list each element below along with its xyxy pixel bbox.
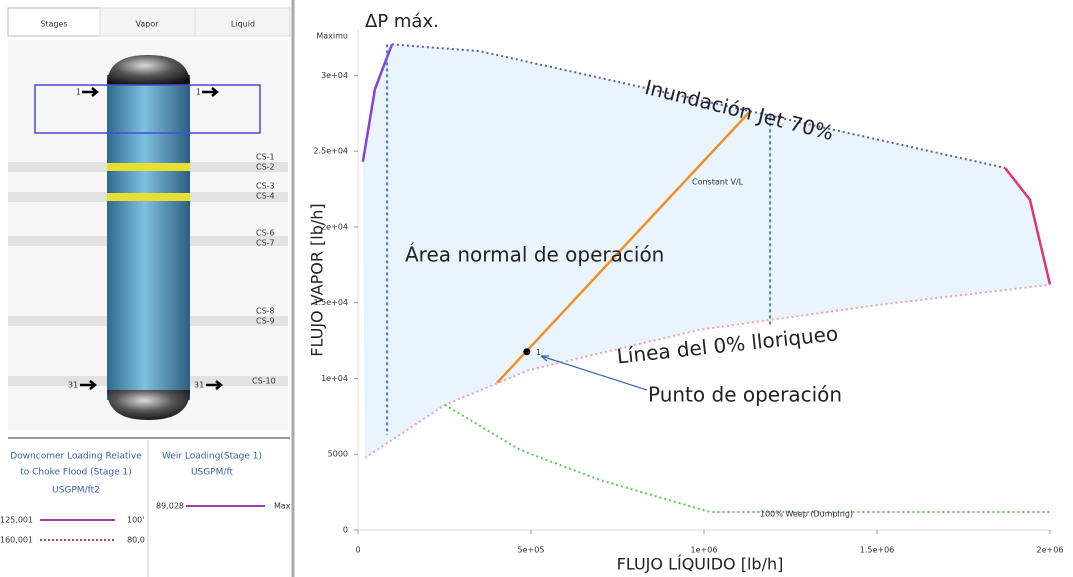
operating-point-label: 1: [536, 348, 541, 357]
legend-value: 160,001: [0, 536, 33, 545]
stage-number: 1: [76, 88, 81, 97]
column-body: [107, 75, 190, 400]
tray-band: [107, 193, 190, 201]
y-tick-label: 0: [343, 526, 348, 535]
legend-value: 89,028: [156, 502, 184, 511]
legend-value: Max: [274, 502, 291, 511]
panel-unit: USGPM/ft2: [52, 486, 100, 496]
annotation: ΔP máx.: [365, 11, 439, 32]
panel-title: to Choke Flood (Stage 1): [20, 468, 132, 478]
x-tick-label: 5e+05: [518, 546, 545, 555]
section-label: CS-3: [256, 182, 275, 191]
y-axis-label: FLUJO VAPOR [lb/h]: [308, 203, 327, 356]
stage-number: 31: [68, 381, 78, 390]
x-tick-label: 2e+06: [1037, 546, 1064, 555]
section-label: CS-1: [256, 153, 275, 162]
annotation: 100% Weep (Dumping): [760, 510, 853, 519]
y-max-label: Maximu: [316, 32, 348, 41]
section-label: CS-6: [256, 229, 275, 238]
section-label: CS-7: [256, 239, 275, 248]
legend-value: 80,0: [127, 536, 145, 545]
tray-band: [107, 163, 190, 171]
annotation: Punto de operación: [648, 383, 842, 407]
section-label: CS-2: [256, 163, 275, 172]
x-tick-label: 1.5e+06: [860, 546, 895, 555]
panel-title: Weir Loading(Stage 1): [162, 452, 262, 462]
tab-label: Stages: [40, 20, 67, 29]
chart: 050001e+041.5e+042e+042.5e+043e+04Maximu…: [308, 11, 1064, 574]
y-tick-label: 3e+04: [321, 71, 348, 80]
y-tick-label: 2.5e+04: [313, 147, 348, 156]
panel-title: Downcomer Loading Relative: [10, 452, 142, 462]
y-tick-label: 5000: [328, 450, 348, 459]
tab-label: Liquid: [231, 20, 255, 29]
section-label: CS-9: [256, 317, 275, 326]
annotation: Constant V/L: [692, 178, 744, 187]
stage-number: 31: [194, 381, 204, 390]
section-label: CS-10: [252, 377, 276, 386]
y-tick-label: 1e+04: [321, 374, 348, 383]
series-line: [445, 405, 1050, 512]
legend-value: 125,001: [0, 516, 33, 525]
screen: Stages Vapor Liquid 1 1 31 31 CS-1 CS-2 …: [0, 0, 1073, 577]
stage-number: 1: [196, 88, 201, 97]
section-label: CS-4: [256, 192, 275, 201]
annotation: Área normal de operación: [405, 243, 664, 267]
page: Stages Vapor Liquid 1 1 31 31 CS-1 CS-2 …: [0, 0, 1073, 577]
section-label: CS-8: [256, 307, 275, 316]
x-tick-label: 1e+06: [691, 546, 718, 555]
operating-point: [523, 348, 530, 355]
x-tick-label: 0: [355, 546, 360, 555]
tab-label: Vapor: [135, 20, 159, 29]
x-axis-label: FLUJO LÍQUIDO [lb/h]: [617, 555, 784, 574]
panel-unit: USGPM/ft: [191, 468, 234, 478]
legend-value: 100': [127, 516, 144, 525]
